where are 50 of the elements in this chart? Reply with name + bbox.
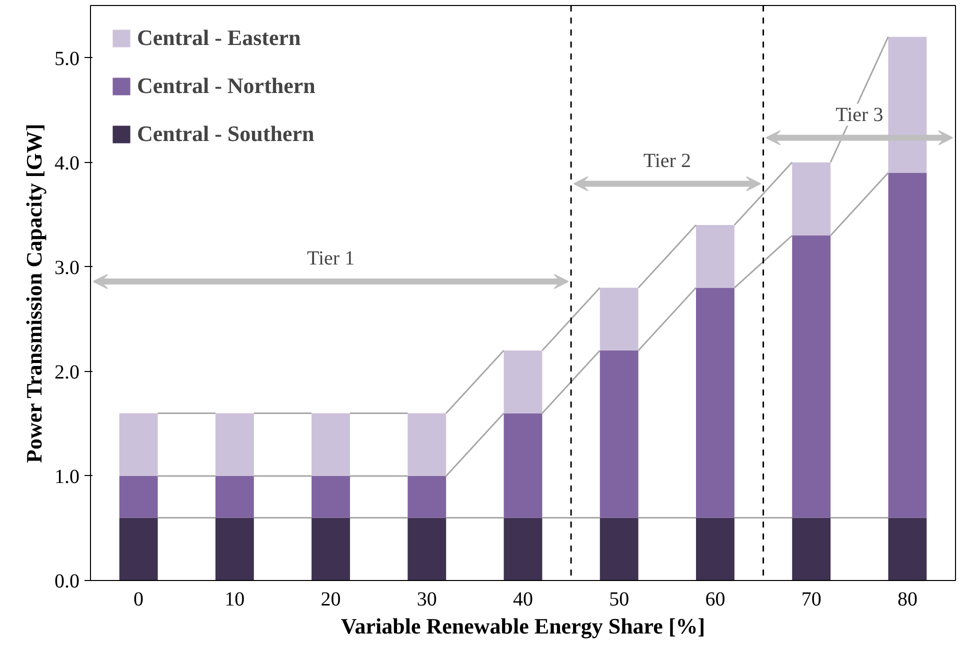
x-tick-label: 20 [320,588,341,610]
bar [215,518,254,580]
bar [792,236,831,518]
bar [408,518,446,580]
x-tick-label: 80 [897,588,918,610]
x-tick-label: 10 [224,588,245,610]
x-tick-label: 30 [416,588,437,610]
bar [215,476,254,518]
annotation: Tier 1 [306,248,355,270]
bar [312,413,350,476]
bar [600,518,638,580]
x-tick-label: 40 [513,588,533,610]
y-axis-title: Power Transmission Capacity [GW] [22,124,46,463]
bar [792,518,831,580]
bar [119,476,158,518]
annotation: Tier 3 [836,104,884,126]
y-tick-label: 5.0 [54,48,80,70]
bar [408,413,446,476]
legend-label: Central - Eastern [137,25,301,51]
bar [600,288,638,350]
bar [119,413,158,476]
bar [504,413,542,518]
bar [600,350,638,518]
y-tick-label: 1.0 [54,466,80,488]
legend-label: Central - Southern [137,121,314,147]
bar [119,518,158,580]
bar [888,172,927,518]
bar [408,476,446,518]
bar [504,518,542,580]
legend-label: Central - Northern [137,73,316,99]
y-tick-label: 3.0 [54,256,80,279]
bar [696,518,734,580]
y-tick-label: 2.0 [54,361,80,384]
bar [696,225,734,288]
bar [312,518,350,580]
y-tick-label: 4.0 [54,152,80,174]
bar [215,413,254,476]
bar [888,518,927,580]
x-tick-label: 50 [609,588,630,610]
bar [312,476,350,518]
annotation: Tier 2 [643,150,691,172]
y-tick-label: 0.0 [54,570,80,592]
x-tick-label: 0 [134,588,144,610]
bar [888,36,927,173]
bar [792,162,831,236]
x-tick-label: 60 [705,588,726,610]
x-tick-label: 70 [801,588,822,610]
bar [504,350,542,414]
x-axis-title: Variable Renewable Energy Share [%] [340,614,706,638]
bar [696,288,734,518]
